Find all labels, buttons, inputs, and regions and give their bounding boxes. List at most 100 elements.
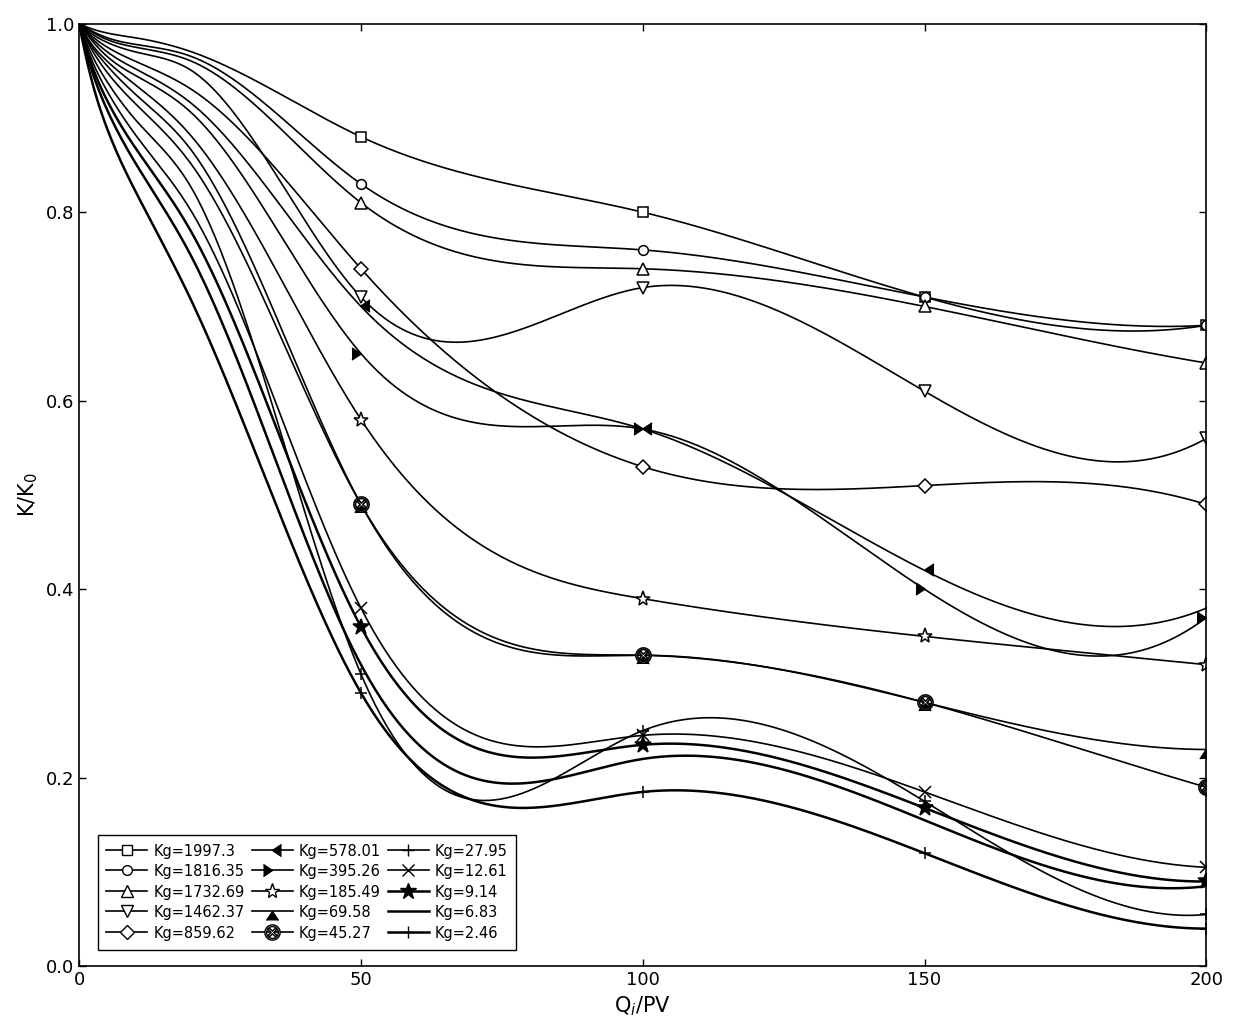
Kg=1816.35: [72, 18, 87, 30]
Kg=395.26: [885, 562, 900, 574]
Line: Kg=6.83: Kg=6.83: [79, 24, 1207, 888]
Kg=45.27: [781, 664, 796, 677]
Kg=12.61: [439, 712, 454, 724]
Kg=6.83: [781, 765, 796, 777]
Kg=859.62: [892, 480, 906, 493]
Kg=2.46: [518, 802, 533, 815]
Kg=1997.3: [1126, 325, 1141, 337]
Kg=2.46: [781, 800, 796, 812]
Line: Kg=12.61: Kg=12.61: [79, 24, 1207, 867]
Kg=395.26: [1091, 650, 1106, 662]
Kg=27.95: [892, 779, 906, 792]
Kg=9.14: [781, 755, 796, 767]
Kg=6.83: [885, 801, 900, 814]
Kg=27.95: [885, 776, 900, 789]
Kg=9.14: [885, 790, 900, 802]
Kg=1816.35: [207, 61, 222, 73]
Kg=9.14: [1197, 876, 1211, 888]
Kg=1732.69: [885, 294, 900, 306]
Kg=45.27: [439, 603, 454, 616]
Kg=69.58: [885, 688, 900, 701]
Kg=9.14: [892, 792, 906, 804]
Line: Kg=2.46: Kg=2.46: [79, 24, 1207, 928]
Kg=1997.3: [439, 162, 454, 175]
Kg=45.27: [72, 18, 87, 30]
Kg=27.95: [1182, 909, 1197, 921]
Kg=578.01: [1109, 620, 1123, 632]
Kg=185.49: [72, 18, 87, 30]
Kg=578.01: [885, 548, 900, 560]
Kg=1732.69: [439, 243, 454, 256]
Kg=6.83: [518, 777, 533, 790]
Kg=12.61: [781, 743, 796, 756]
Kg=859.62: [439, 347, 454, 359]
Kg=12.61: [207, 249, 222, 262]
Kg=185.49: [892, 627, 906, 640]
Kg=9.14: [72, 18, 87, 30]
Kg=6.83: [72, 18, 87, 30]
Kg=1732.69: [892, 295, 906, 307]
Line: Kg=185.49: Kg=185.49: [79, 24, 1207, 664]
Line: Kg=1462.37: Kg=1462.37: [79, 24, 1207, 462]
Kg=27.95: [72, 18, 87, 30]
Kg=578.01: [781, 490, 796, 502]
Kg=69.58: [1199, 743, 1214, 756]
Kg=1462.37: [885, 366, 900, 379]
Line: Kg=859.62: Kg=859.62: [79, 24, 1207, 504]
Line: Kg=1997.3: Kg=1997.3: [79, 24, 1207, 331]
Kg=1732.69: [1199, 357, 1214, 369]
Kg=578.01: [207, 119, 222, 131]
Kg=1732.69: [781, 276, 796, 289]
Kg=1997.3: [892, 284, 906, 296]
Line: Kg=395.26: Kg=395.26: [79, 24, 1207, 656]
Kg=27.95: [518, 786, 533, 798]
Kg=9.14: [518, 751, 533, 764]
Kg=1997.3: [781, 248, 796, 261]
Kg=859.62: [207, 100, 222, 113]
Line: Kg=1816.35: Kg=1816.35: [79, 24, 1207, 326]
Kg=1462.37: [207, 84, 222, 96]
X-axis label: Q$_i$/PV: Q$_i$/PV: [614, 995, 671, 1018]
Kg=45.27: [207, 195, 222, 207]
Kg=1462.37: [439, 335, 454, 348]
Kg=1997.3: [1199, 319, 1214, 331]
Kg=1816.35: [1159, 320, 1174, 332]
Kg=185.49: [1199, 658, 1214, 671]
Kg=45.27: [518, 642, 533, 654]
Kg=12.61: [518, 740, 533, 752]
Kg=395.26: [439, 409, 454, 421]
Kg=2.46: [885, 835, 900, 848]
Kg=1816.35: [1199, 319, 1214, 331]
Kg=1462.37: [892, 369, 906, 382]
Kg=12.61: [72, 18, 87, 30]
Kg=578.01: [518, 394, 533, 407]
Kg=185.49: [207, 160, 222, 173]
Line: Kg=9.14: Kg=9.14: [79, 24, 1207, 882]
Kg=1997.3: [518, 181, 533, 194]
Line: Kg=69.58: Kg=69.58: [79, 24, 1207, 749]
Kg=45.27: [885, 687, 900, 700]
Kg=6.83: [439, 760, 454, 772]
Kg=2.46: [439, 781, 454, 794]
Line: Kg=45.27: Kg=45.27: [79, 24, 1207, 788]
Kg=6.83: [1199, 880, 1214, 892]
Kg=6.83: [892, 803, 906, 816]
Kg=27.95: [1199, 909, 1214, 921]
Kg=1816.35: [892, 286, 906, 298]
Kg=1997.3: [72, 18, 87, 30]
Kg=1462.37: [1111, 455, 1126, 468]
Kg=12.61: [1199, 861, 1214, 874]
Kg=2.46: [207, 347, 222, 359]
Kg=1462.37: [1199, 433, 1214, 445]
Kg=578.01: [439, 365, 454, 378]
Kg=859.62: [72, 18, 87, 30]
Legend: Kg=1997.3, Kg=1816.35, Kg=1732.69, Kg=1462.37, Kg=859.62, Kg=578.01, Kg=395.26, : Kg=1997.3, Kg=1816.35, Kg=1732.69, Kg=14…: [98, 834, 516, 949]
Kg=1816.35: [885, 285, 900, 297]
Kg=185.49: [885, 626, 900, 639]
Line: Kg=1732.69: Kg=1732.69: [79, 24, 1207, 363]
Kg=1732.69: [72, 18, 87, 30]
Kg=395.26: [518, 420, 533, 433]
Kg=2.46: [1199, 922, 1214, 935]
Kg=1816.35: [439, 220, 454, 233]
Kg=395.26: [892, 565, 906, 578]
